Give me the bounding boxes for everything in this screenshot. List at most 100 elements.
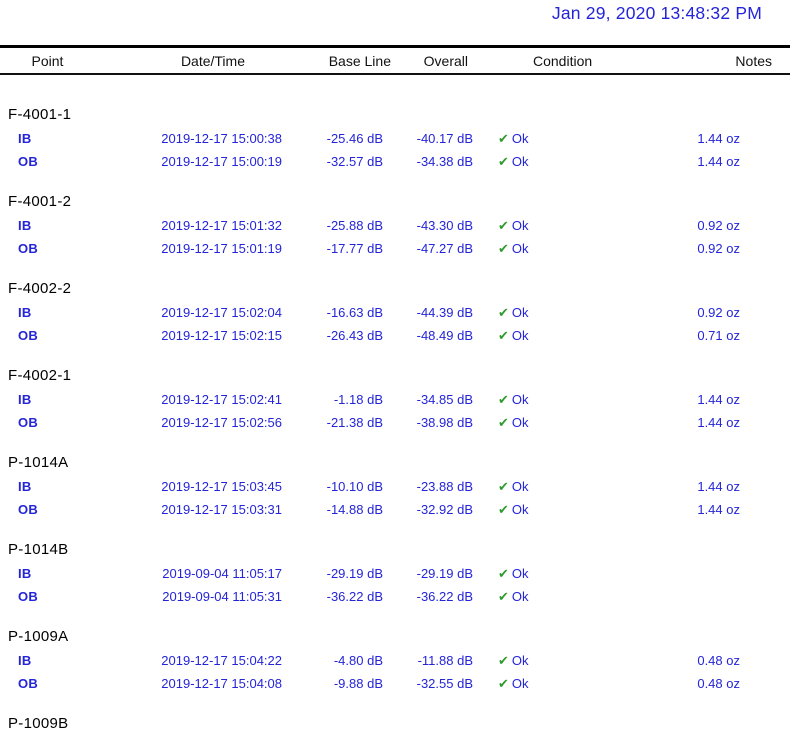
- row-condition[interactable]: ✔ Ok: [478, 305, 623, 321]
- measurement-row[interactable]: IB 2019-12-17 15:02:41 -1.18 dB -34.85 d…: [0, 388, 790, 411]
- row-condition[interactable]: ✔ Ok: [478, 676, 623, 692]
- row-datetime[interactable]: 2019-12-17 15:02:04: [161, 305, 282, 320]
- row-notes[interactable]: 1.44 oz: [697, 154, 740, 169]
- row-baseline[interactable]: -25.88 dB: [326, 218, 383, 233]
- measurement-row[interactable]: IB 2019-09-04 11:05:17 -29.19 dB -29.19 …: [0, 562, 790, 585]
- row-notes[interactable]: 1.44 oz: [697, 479, 740, 494]
- row-overall[interactable]: -34.85 dB: [416, 392, 473, 407]
- row-baseline[interactable]: -9.88 dB: [333, 676, 383, 691]
- row-datetime[interactable]: 2019-12-17 15:01:19: [161, 241, 282, 256]
- row-datetime[interactable]: 2019-12-17 15:04:08: [161, 676, 282, 691]
- row-overall[interactable]: -44.39 dB: [416, 305, 473, 320]
- row-condition[interactable]: ✔ Ok: [478, 653, 623, 669]
- row-direction[interactable]: IB: [18, 566, 32, 581]
- row-direction[interactable]: IB: [18, 305, 32, 320]
- row-overall[interactable]: -47.27 dB: [416, 241, 473, 256]
- row-overall[interactable]: -11.88 dB: [417, 653, 473, 668]
- row-condition[interactable]: ✔ Ok: [478, 589, 623, 605]
- row-direction[interactable]: OB: [18, 676, 39, 691]
- row-overall[interactable]: -38.98 dB: [416, 415, 473, 430]
- row-baseline[interactable]: -17.77 dB: [326, 241, 383, 256]
- row-overall[interactable]: -32.55 dB: [416, 676, 473, 691]
- row-condition[interactable]: ✔ Ok: [478, 479, 623, 495]
- row-condition[interactable]: ✔ Ok: [478, 328, 623, 344]
- measurement-row[interactable]: OB 2019-12-17 15:03:31 -14.88 dB -32.92 …: [0, 498, 790, 521]
- measurement-row[interactable]: IB 2019-12-17 15:03:45 -10.10 dB -23.88 …: [0, 475, 790, 498]
- row-notes[interactable]: 0.71 oz: [697, 328, 740, 343]
- row-notes[interactable]: 1.44 oz: [697, 502, 740, 517]
- row-baseline[interactable]: -26.43 dB: [326, 328, 383, 343]
- row-baseline[interactable]: -4.80 dB: [333, 653, 383, 668]
- measurement-row[interactable]: OB 2019-12-17 15:02:56 -21.38 dB -38.98 …: [0, 411, 790, 434]
- measurement-row[interactable]: IB 2019-12-17 15:04:22 -4.80 dB -11.88 d…: [0, 649, 790, 672]
- measurement-row[interactable]: OB 2019-12-17 15:04:08 -9.88 dB -32.55 d…: [0, 672, 790, 695]
- row-notes[interactable]: 0.92 oz: [697, 305, 740, 320]
- row-datetime[interactable]: 2019-12-17 15:01:32: [161, 218, 282, 233]
- row-condition[interactable]: ✔ Ok: [478, 218, 623, 234]
- measurement-row[interactable]: OB 2019-12-17 15:00:19 -32.57 dB -34.38 …: [0, 150, 790, 173]
- point-group-rows: IB 2019-09-04 11:05:17 -29.19 dB -29.19 …: [0, 562, 790, 608]
- condition-label: Ok: [511, 130, 529, 146]
- row-datetime[interactable]: 2019-12-17 15:02:56: [161, 415, 282, 430]
- row-baseline[interactable]: -14.88 dB: [326, 502, 383, 517]
- row-notes[interactable]: 0.48 oz: [697, 653, 740, 668]
- row-condition[interactable]: ✔ Ok: [478, 241, 623, 257]
- measurement-row[interactable]: IB 2019-12-17 15:00:38 -25.46 dB -40.17 …: [0, 127, 790, 150]
- row-condition[interactable]: ✔ Ok: [478, 392, 623, 408]
- row-datetime[interactable]: 2019-09-04 11:05:17: [162, 566, 282, 581]
- row-direction[interactable]: OB: [18, 328, 39, 343]
- row-direction[interactable]: IB: [18, 218, 32, 233]
- row-direction[interactable]: OB: [18, 415, 39, 430]
- measurement-row[interactable]: IB 2019-12-17 15:01:32 -25.88 dB -43.30 …: [0, 214, 790, 237]
- row-baseline[interactable]: -10.10 dB: [326, 479, 383, 494]
- report-timestamp[interactable]: Jan 29, 2020 13:48:32 PM: [551, 3, 762, 23]
- row-baseline[interactable]: -29.19 dB: [326, 566, 383, 581]
- row-notes[interactable]: 1.44 oz: [697, 392, 740, 407]
- row-overall[interactable]: -34.38 dB: [416, 154, 473, 169]
- row-direction[interactable]: IB: [18, 131, 32, 146]
- row-baseline[interactable]: -21.38 dB: [326, 415, 383, 430]
- row-direction[interactable]: OB: [18, 154, 39, 169]
- row-condition[interactable]: ✔ Ok: [478, 566, 623, 582]
- measurement-row[interactable]: IB 2019-12-17 15:02:04 -16.63 dB -44.39 …: [0, 301, 790, 324]
- row-notes[interactable]: 0.92 oz: [697, 241, 740, 256]
- row-datetime[interactable]: 2019-12-17 15:02:41: [161, 392, 282, 407]
- row-baseline[interactable]: -36.22 dB: [326, 589, 383, 604]
- row-overall[interactable]: -43.30 dB: [416, 218, 473, 233]
- measurement-row[interactable]: OB 2019-09-04 11:05:31 -36.22 dB -36.22 …: [0, 585, 790, 608]
- row-overall[interactable]: -32.92 dB: [416, 502, 473, 517]
- row-direction[interactable]: OB: [18, 502, 39, 517]
- row-condition[interactable]: ✔ Ok: [478, 502, 623, 518]
- check-icon: ✔: [498, 414, 509, 430]
- row-overall[interactable]: -23.88 dB: [416, 479, 473, 494]
- row-datetime[interactable]: 2019-09-04 11:05:31: [162, 589, 282, 604]
- row-direction[interactable]: OB: [18, 241, 39, 256]
- row-direction[interactable]: IB: [18, 479, 32, 494]
- row-datetime[interactable]: 2019-12-17 15:04:22: [161, 653, 282, 668]
- row-notes[interactable]: 0.48 oz: [697, 676, 740, 691]
- row-direction[interactable]: IB: [18, 653, 32, 668]
- row-notes[interactable]: 0.92 oz: [697, 218, 740, 233]
- row-overall[interactable]: -36.22 dB: [416, 589, 473, 604]
- row-overall[interactable]: -29.19 dB: [416, 566, 473, 581]
- row-baseline[interactable]: -32.57 dB: [326, 154, 383, 169]
- row-datetime[interactable]: 2019-12-17 15:03:31: [161, 502, 282, 517]
- row-overall[interactable]: -48.49 dB: [416, 328, 473, 343]
- row-datetime[interactable]: 2019-12-17 15:00:19: [161, 154, 282, 169]
- row-notes[interactable]: 1.44 oz: [697, 415, 740, 430]
- row-direction[interactable]: IB: [18, 392, 32, 407]
- measurement-row[interactable]: OB 2019-12-17 15:02:15 -26.43 dB -48.49 …: [0, 324, 790, 347]
- row-condition[interactable]: ✔ Ok: [478, 154, 623, 170]
- row-notes[interactable]: 1.44 oz: [697, 131, 740, 146]
- row-baseline[interactable]: -1.18 dB: [333, 392, 383, 407]
- row-baseline[interactable]: -16.63 dB: [326, 305, 383, 320]
- row-datetime[interactable]: 2019-12-17 15:02:15: [161, 328, 282, 343]
- row-overall[interactable]: -40.17 dB: [416, 131, 473, 146]
- row-datetime[interactable]: 2019-12-17 15:03:45: [161, 479, 282, 494]
- row-direction[interactable]: OB: [18, 589, 39, 604]
- row-baseline[interactable]: -25.46 dB: [326, 131, 383, 146]
- row-condition[interactable]: ✔ Ok: [478, 415, 623, 431]
- measurement-row[interactable]: OB 2019-12-17 15:01:19 -17.77 dB -47.27 …: [0, 237, 790, 260]
- row-condition[interactable]: ✔ Ok: [478, 131, 623, 147]
- row-datetime[interactable]: 2019-12-17 15:00:38: [161, 131, 282, 146]
